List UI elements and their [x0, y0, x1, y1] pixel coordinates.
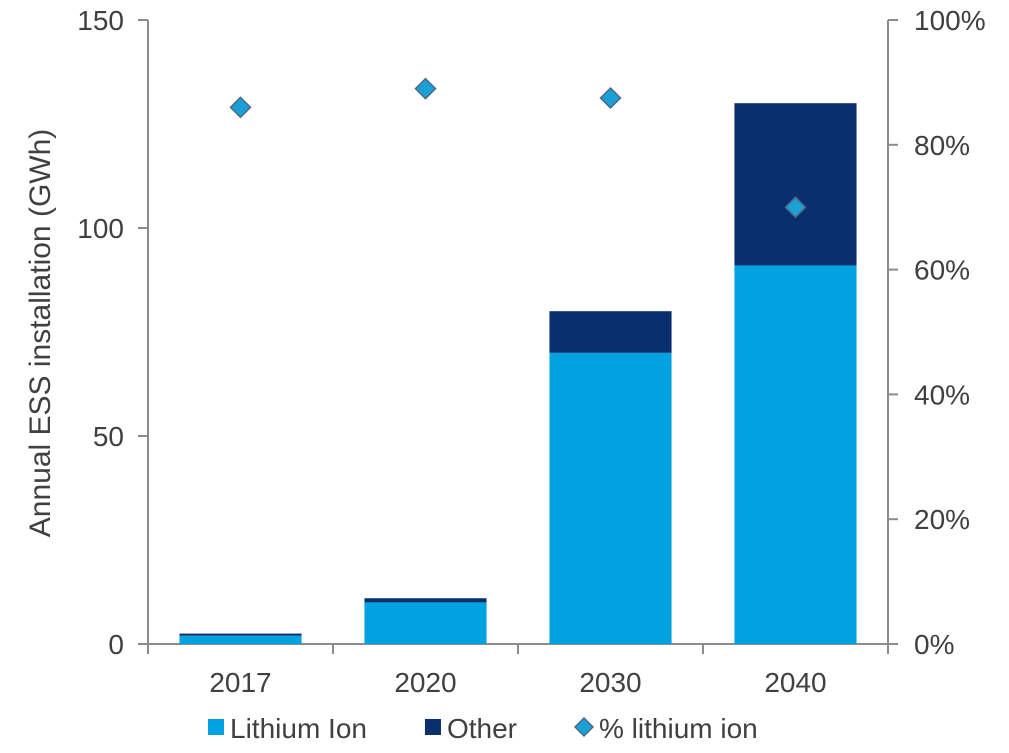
- y-axis-title: Annual ESS installation (GWh): [24, 129, 57, 538]
- y2-tick-label: 100%: [914, 5, 986, 36]
- y-tick-label: 100: [77, 213, 124, 244]
- markers: [229, 77, 807, 219]
- bar-other-2020: [364, 598, 487, 603]
- bar-other-2040: [734, 103, 857, 266]
- legend-label-pct-lithium-ion: % lithium ion: [599, 713, 758, 744]
- y2-tick-label: 60%: [914, 255, 970, 286]
- x-tick-label: 2040: [764, 667, 826, 698]
- x-tick-label: 2017: [209, 667, 271, 698]
- marker-pct-lithium-ion-2020: [414, 77, 437, 100]
- bar-lithium-ion-2017: [179, 635, 302, 644]
- y2-tick-label: 0%: [914, 629, 954, 660]
- legend-label-other: Other: [447, 713, 517, 744]
- tick-labels: 0 50 100 150 0% 20% 40% 60% 80% 100% 2017 2020 2030 2…: [77, 5, 985, 698]
- bars: [179, 103, 857, 644]
- legend-swatch-other: [424, 719, 441, 735]
- marker-pct-lithium-ion-2017: [229, 96, 252, 119]
- y-tick-label: 50: [93, 421, 124, 452]
- legend-marker-pct-lithium-ion: [573, 716, 595, 738]
- bar-lithium-ion-2040: [734, 265, 857, 644]
- x-tick-label: 2020: [394, 667, 456, 698]
- marker-pct-lithium-ion-2030: [599, 86, 622, 110]
- legend-label-lithium-ion: Lithium Ion: [230, 713, 367, 744]
- bar-lithium-ion-2020: [364, 602, 487, 644]
- legend-swatch-lithium-ion: [208, 719, 224, 735]
- y-tick-label: 0: [108, 629, 124, 660]
- legend: Lithium Ion Other % lithium ion: [208, 713, 758, 744]
- y-tick-label: 150: [77, 5, 124, 36]
- x-tick-label: 2030: [579, 667, 641, 698]
- y2-tick-label: 80%: [914, 130, 970, 161]
- y2-tick-label: 20%: [914, 504, 970, 535]
- bar-other-2017: [179, 633, 302, 636]
- bar-other-2030: [549, 311, 672, 353]
- bar-lithium-ion-2030: [549, 352, 672, 644]
- marker-pct-lithium-ion-2040: [784, 196, 807, 219]
- y2-tick-label: 40%: [914, 379, 970, 410]
